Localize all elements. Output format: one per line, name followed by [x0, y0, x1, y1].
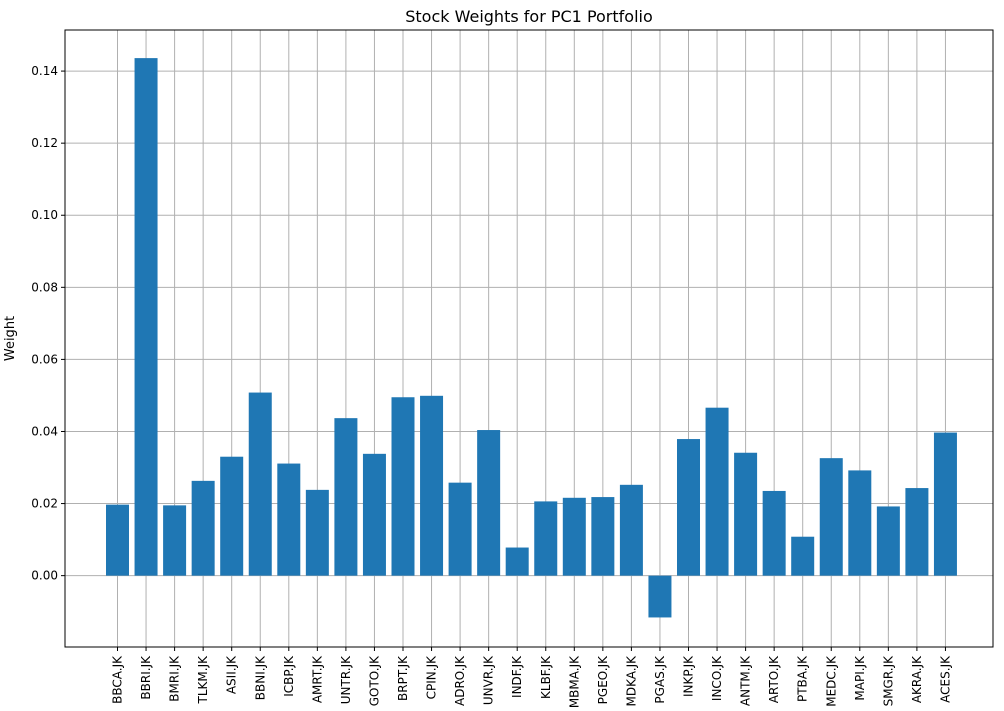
x-tick-label: KLBF.JK [539, 655, 553, 699]
x-tick-label: MEDC.JK [824, 655, 838, 707]
x-tick-label: MDKA.JK [624, 655, 638, 707]
y-tick-label: 0.08 [31, 280, 58, 294]
x-tick-label: ANTM.JK [739, 655, 753, 706]
bar-mbma-jk [562, 497, 586, 576]
bar-arto-jk [762, 490, 786, 576]
bar-akra-jk [905, 488, 929, 576]
x-tick-label: MAPI.JK [853, 655, 867, 701]
y-tick-label: 0.14 [31, 64, 58, 78]
x-tick-label: INCO.JK [710, 655, 724, 701]
bar-medc-jk [819, 458, 843, 576]
y-tick-label: 0.10 [31, 208, 58, 222]
bar-tlkm-jk [191, 480, 215, 576]
x-tick-label: PGEO.JK [596, 655, 610, 704]
x-tick-label: MBMA.JK [567, 655, 581, 708]
bar-asii-jk [220, 456, 244, 576]
bars [106, 58, 957, 618]
bar-mdka-jk [619, 484, 643, 576]
x-tick-label: PGAS.JK [653, 655, 667, 704]
bar-smgr-jk [876, 506, 900, 576]
x-tick-label: BBNI.JK [253, 655, 267, 700]
x-tick-label: ICBP.JK [282, 655, 296, 697]
bar-mapi-jk [848, 470, 872, 576]
bar-antm-jk [734, 452, 758, 576]
bar-bbni-jk [248, 392, 272, 576]
bar-bbri-jk [134, 58, 158, 576]
x-tick-label: PTBA.JK [796, 655, 810, 702]
x-tick-label: UNTR.JK [339, 655, 353, 704]
y-tick-label: 0.00 [31, 569, 58, 583]
x-tick-label: ARTO.JK [767, 655, 781, 703]
x-tick-label: ASII.JK [225, 655, 239, 694]
y-tick-label: 0.02 [31, 497, 58, 511]
x-tick-label: BBRI.JK [139, 655, 153, 700]
bar-ptba-jk [791, 536, 815, 576]
bar-indf-jk [505, 547, 529, 576]
x-tick-label: CPIN.JK [425, 655, 439, 699]
bar-bbca-jk [106, 504, 129, 576]
bar-icbp-jk [277, 463, 301, 576]
x-tick-label: INKP.JK [682, 655, 696, 697]
x-tick-label: SMGR.JK [881, 655, 895, 707]
bar-pgeo-jk [591, 497, 615, 576]
bar-untr-jk [334, 418, 358, 576]
x-tick-label: BRPT.JK [396, 655, 410, 701]
bar-klbf-jk [534, 501, 558, 576]
x-tick-label: AMRT.JK [310, 655, 324, 703]
bar-amrt-jk [305, 489, 329, 576]
x-tick-label: ACES.JK [938, 655, 952, 703]
x-tick-label: AKRA.JK [910, 655, 924, 703]
x-tick-label: ADRO.JK [453, 655, 467, 706]
x-tick-label: INDF.JK [510, 655, 524, 698]
x-tick-label: TLKM.JK [196, 655, 210, 705]
bar-unvr-jk [477, 430, 501, 576]
bar-pgas-jk [648, 575, 672, 618]
y-tick-label: 0.04 [31, 424, 58, 438]
y-axis-ticks: 0.00 0.02 0.04 0.06 0.08 0.10 0.12 0.14 [31, 64, 65, 583]
x-tick-label: BBCA.JK [111, 655, 125, 704]
bar-cpin-jk [420, 395, 444, 576]
bar-inco-jk [705, 407, 729, 576]
bar-bmri-jk [163, 505, 187, 576]
x-tick-label: GOTO.JK [367, 655, 381, 706]
bar-goto-jk [362, 453, 386, 576]
x-tick-label: BMRI.JK [168, 655, 182, 702]
y-tick-label: 0.12 [31, 136, 58, 150]
bar-brpt-jk [391, 397, 415, 576]
x-axis-ticks: BBCA.JK BBRI.JK BMRI.JK TLKM.JK ASII.JK BBNI.… [111, 647, 952, 708]
plot-frame [64, 29, 994, 648]
chart-title: Stock Weights for PC1 Portfolio [405, 7, 653, 26]
y-axis-label: Weight [3, 316, 18, 361]
x-tick-label: UNVR.JK [482, 655, 496, 705]
y-tick-label: 0.06 [31, 352, 58, 366]
bar-inkp-jk [677, 439, 700, 576]
bar-aces-jk [933, 432, 957, 576]
bar-adro-jk [448, 482, 472, 576]
